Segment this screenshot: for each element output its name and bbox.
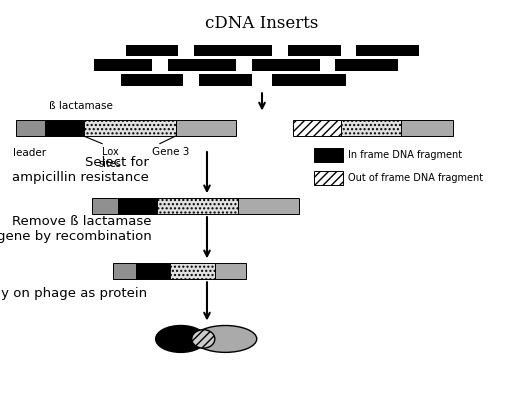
Ellipse shape [192,330,215,348]
Bar [16,120,45,136]
Text: cDNA Inserts: cDNA Inserts [205,15,319,32]
Text: Out of frame DNA fragment: Out of frame DNA fragment [348,173,484,183]
Bar [194,45,272,56]
Text: leader: leader [13,148,47,158]
Bar [113,263,136,279]
Bar [341,120,401,136]
Bar [92,198,118,214]
Bar [272,74,346,86]
Bar [314,171,343,185]
Text: Select for
ampicillin resistance: Select for ampicillin resistance [13,156,149,184]
Bar [94,59,152,71]
Bar [335,59,398,71]
Bar [176,120,236,136]
Text: Gene 3: Gene 3 [151,147,189,157]
Bar [84,120,176,136]
Bar [168,59,236,71]
Bar [45,120,84,136]
Bar [356,45,419,56]
Bar [215,263,246,279]
Bar [157,198,238,214]
Text: Lox
sites: Lox sites [99,147,122,168]
Bar [126,45,178,56]
Bar [121,74,183,86]
Bar [199,74,252,86]
Bar [238,198,299,214]
Text: Remove ß lactamase
gene by recombination: Remove ß lactamase gene by recombination [0,215,152,243]
Bar [170,263,215,279]
Text: ß lactamase: ß lactamase [49,101,113,111]
Text: Display on phage as protein: Display on phage as protein [0,288,147,300]
Bar [288,45,341,56]
Text: In frame DNA fragment: In frame DNA fragment [348,150,463,160]
Ellipse shape [156,326,206,352]
Bar [401,120,453,136]
Bar [136,263,170,279]
Bar [314,148,343,162]
Bar [293,120,341,136]
Bar [252,59,320,71]
Bar [118,198,157,214]
Ellipse shape [194,326,257,352]
